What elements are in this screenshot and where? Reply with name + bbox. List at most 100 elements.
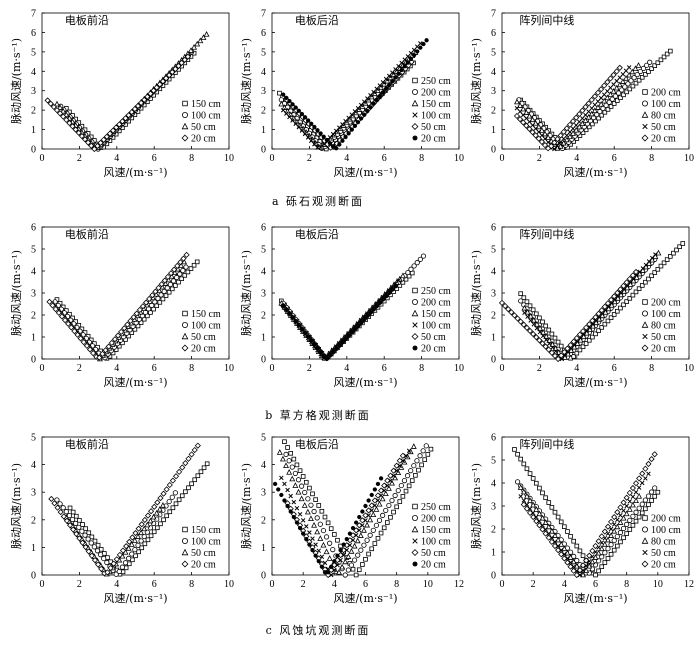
data-point xyxy=(530,513,537,521)
data-point xyxy=(425,452,431,457)
data-point xyxy=(402,64,407,69)
data-point xyxy=(283,451,289,457)
data-point xyxy=(614,509,621,516)
data-point xyxy=(661,54,667,60)
data-point xyxy=(90,350,97,357)
y-tick-label: 0 xyxy=(491,355,496,366)
data-point xyxy=(608,104,614,109)
data-point xyxy=(368,105,373,110)
data-point xyxy=(533,311,539,317)
data-point xyxy=(305,135,311,140)
data-point xyxy=(636,485,642,490)
data-point xyxy=(428,446,434,452)
y-tick-label: 0 xyxy=(261,355,266,366)
data-point xyxy=(552,345,559,351)
data-point xyxy=(400,458,406,463)
data-point xyxy=(570,130,577,136)
data-point xyxy=(301,531,306,536)
data-point xyxy=(335,553,340,558)
data-point xyxy=(176,468,183,475)
data-point xyxy=(369,546,375,552)
data-point xyxy=(365,507,372,514)
data-point xyxy=(404,473,411,479)
data-point xyxy=(383,293,389,298)
data-point xyxy=(188,451,195,458)
legend-label: 50 cm xyxy=(421,332,446,343)
legend-marker xyxy=(641,321,649,328)
data-point xyxy=(183,489,188,495)
data-point xyxy=(567,563,574,570)
data-point xyxy=(183,264,189,270)
data-point xyxy=(620,499,627,506)
data-point xyxy=(573,114,580,121)
data-point xyxy=(91,544,97,550)
data-point xyxy=(525,314,530,319)
data-point xyxy=(637,269,643,275)
data-point xyxy=(643,72,648,77)
data-point xyxy=(375,498,381,503)
data-point xyxy=(94,548,101,554)
data-point xyxy=(370,527,376,533)
data-point xyxy=(155,525,160,531)
data-point xyxy=(355,120,361,125)
legend-marker xyxy=(642,310,649,317)
data-point xyxy=(647,59,653,65)
data-point xyxy=(620,282,627,289)
data-point xyxy=(623,494,630,501)
data-point xyxy=(163,293,169,298)
data-point xyxy=(366,513,371,518)
data-point xyxy=(393,462,400,469)
y-tick-label: 2 xyxy=(261,311,266,322)
x-tick-label: 6 xyxy=(612,153,617,164)
data-point xyxy=(567,342,574,349)
data-point xyxy=(299,483,305,489)
data-point xyxy=(393,283,398,288)
data-point xyxy=(157,300,163,305)
x-tick-label: 4 xyxy=(114,153,119,164)
data-point xyxy=(291,514,296,520)
data-point xyxy=(167,509,173,515)
data-point xyxy=(346,333,351,338)
data-point xyxy=(636,475,643,482)
data-point xyxy=(523,505,530,512)
legend-label: 20 cm xyxy=(651,344,676,355)
data-point xyxy=(318,131,323,136)
data-point xyxy=(354,520,359,525)
data-point xyxy=(551,542,559,550)
data-point xyxy=(363,503,368,509)
data-point xyxy=(411,463,417,469)
legend-label: 200 cm xyxy=(421,514,451,525)
data-point xyxy=(153,509,160,516)
x-tick-label: 0 xyxy=(40,153,45,164)
data-point xyxy=(189,481,194,487)
series-150-cm xyxy=(278,272,406,361)
y-tick-label: 1 xyxy=(261,333,266,344)
legend-marker xyxy=(412,538,418,544)
data-point xyxy=(674,247,679,253)
x-tick-label: 10 xyxy=(684,363,694,374)
data-point xyxy=(352,326,358,331)
data-point xyxy=(517,318,524,325)
legend-marker xyxy=(181,332,189,340)
data-point xyxy=(183,251,190,258)
data-point xyxy=(398,482,404,489)
x-tick-label: 2 xyxy=(77,153,82,164)
data-point xyxy=(611,312,617,317)
data-point xyxy=(152,288,159,295)
series-200-cm xyxy=(283,443,429,578)
data-point xyxy=(643,476,648,481)
y-tick-label: 4 xyxy=(261,67,266,78)
legend-marker xyxy=(642,549,648,556)
y-tick-label: 1 xyxy=(31,125,36,136)
data-point xyxy=(141,516,148,524)
legend-marker xyxy=(642,89,648,95)
data-point xyxy=(579,562,587,569)
legend-marker xyxy=(182,100,188,107)
data-point xyxy=(394,468,399,473)
data-point xyxy=(566,121,574,128)
data-point xyxy=(185,455,192,462)
data-point xyxy=(608,552,614,557)
data-point xyxy=(537,315,542,321)
data-point xyxy=(104,559,110,566)
data-point xyxy=(342,558,349,565)
